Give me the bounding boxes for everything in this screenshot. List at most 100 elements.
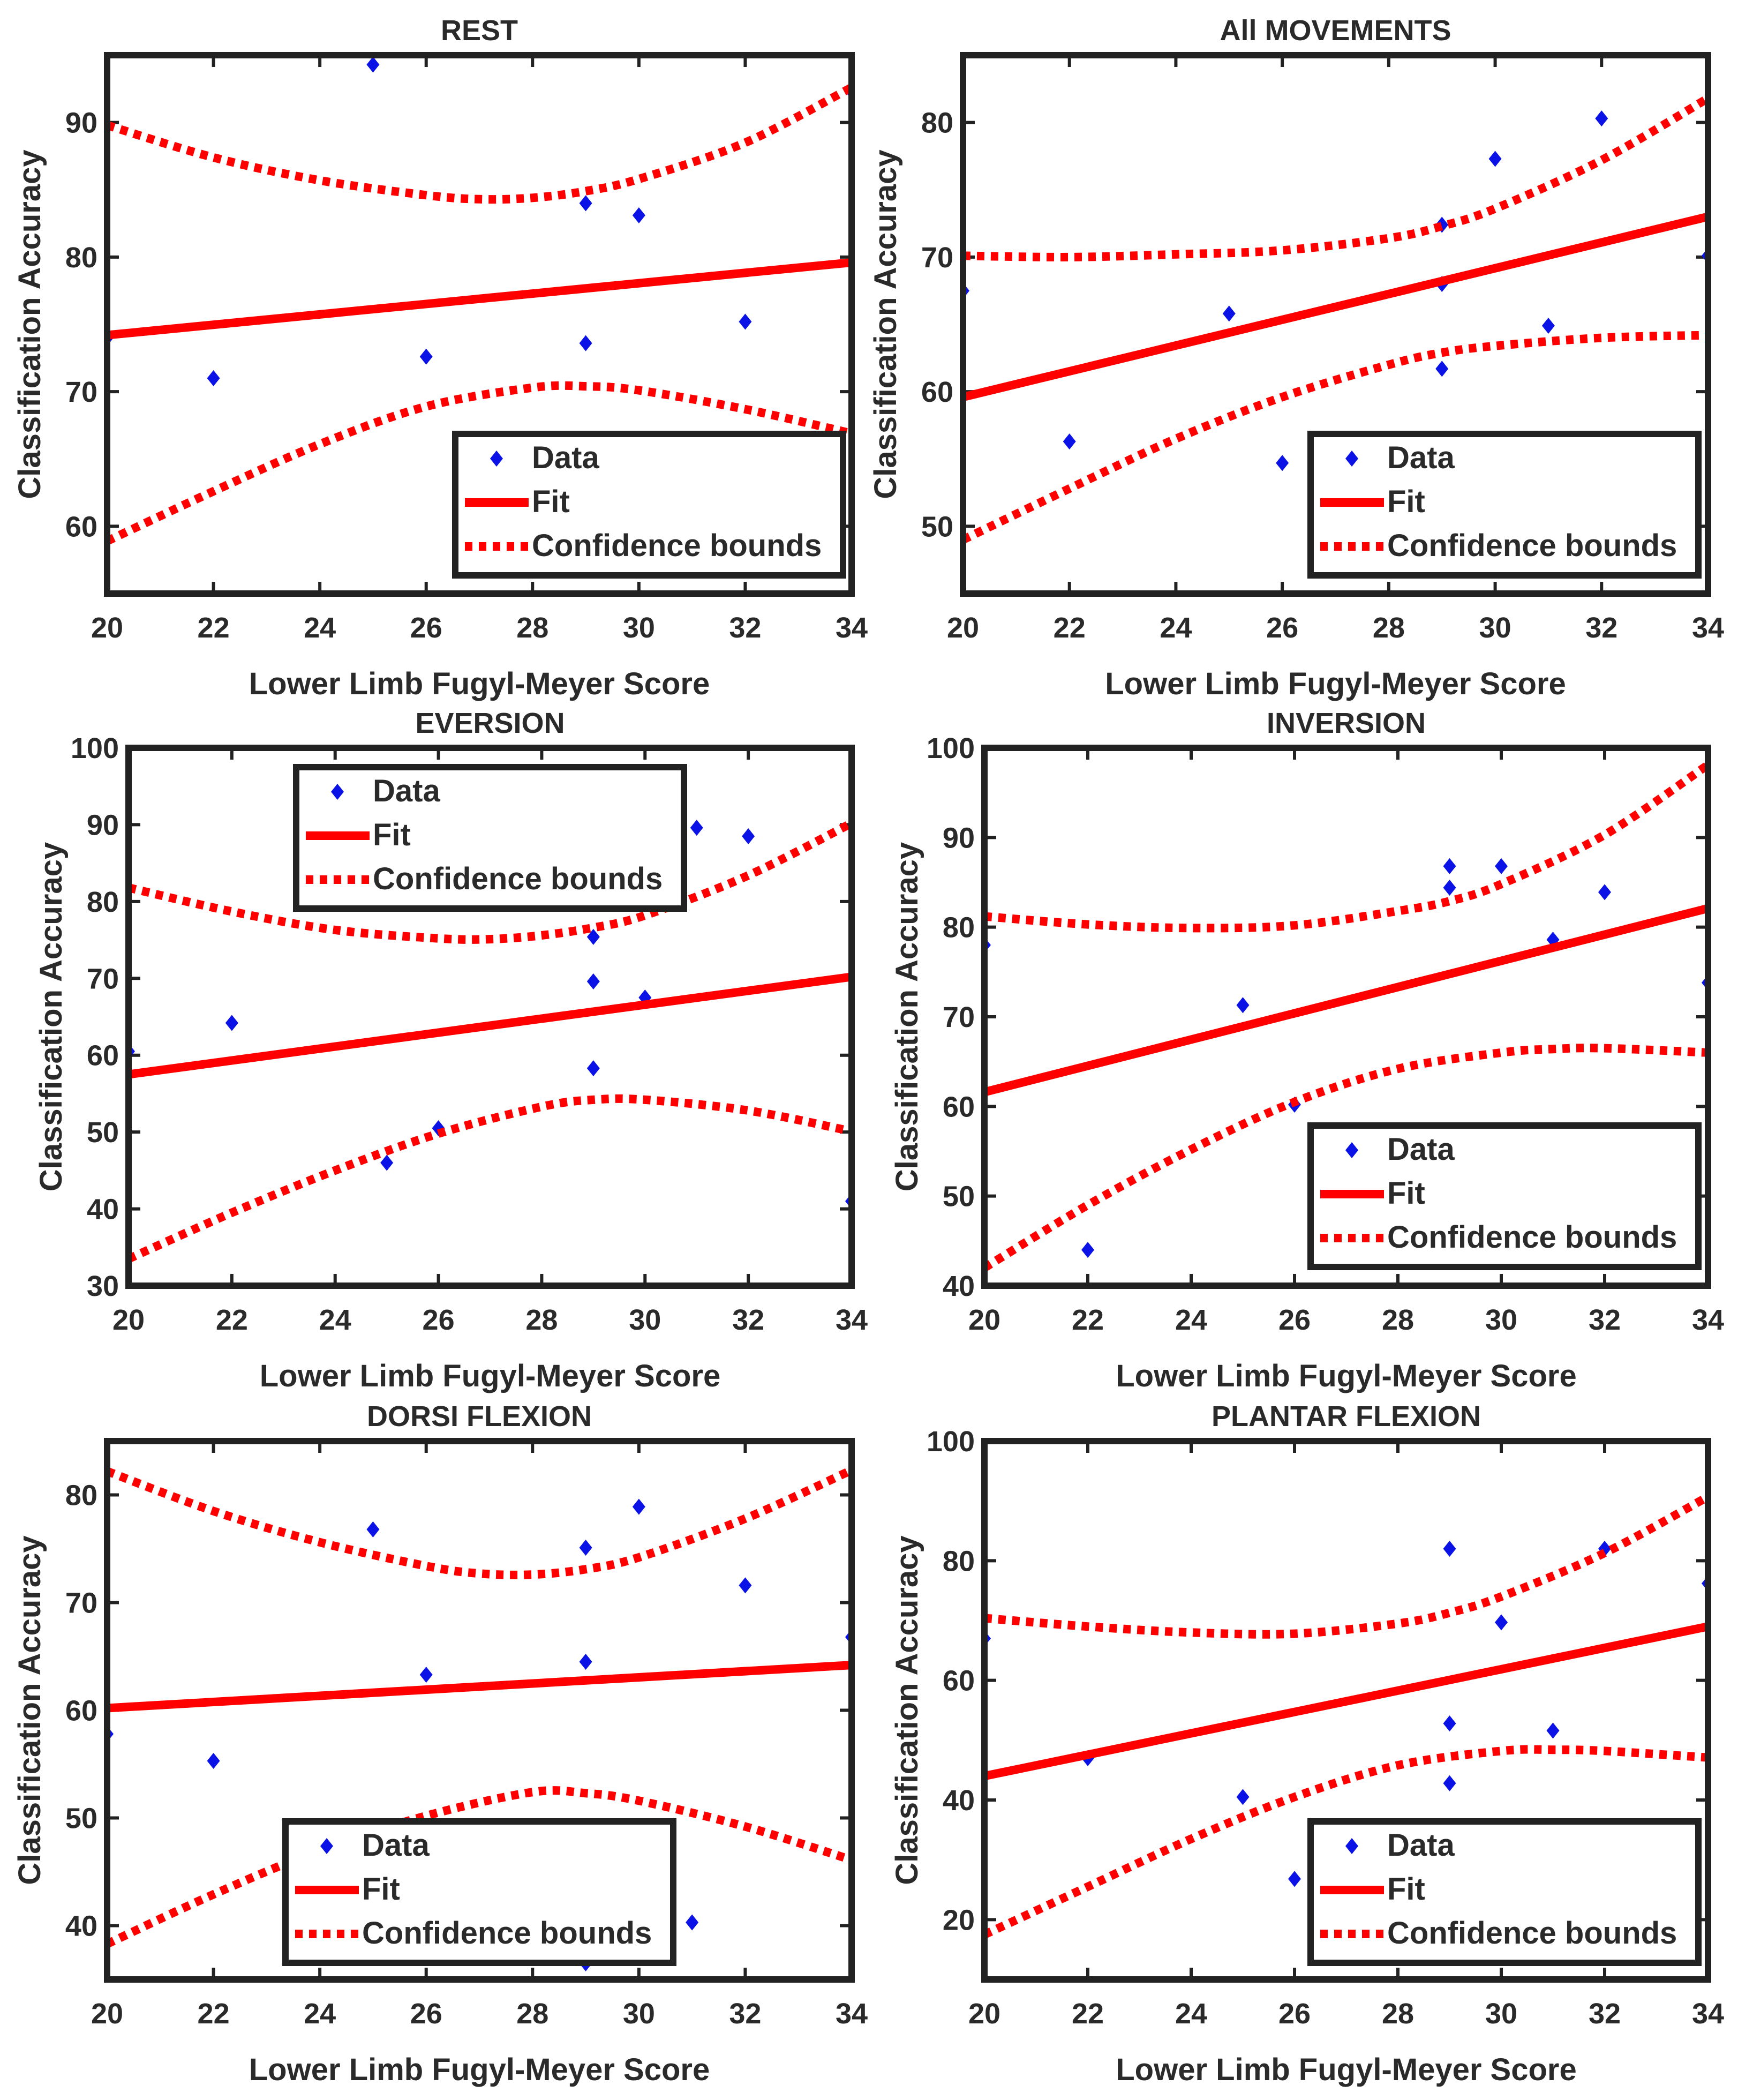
legend-label-bounds: Confidence bounds xyxy=(1387,1220,1677,1255)
y-tick-label: 60 xyxy=(943,1091,975,1123)
x-tick-label: 28 xyxy=(1382,1304,1414,1336)
x-tick-label: 34 xyxy=(836,1998,868,2030)
fit-line xyxy=(107,258,852,340)
chart-title: EVERSION xyxy=(415,707,565,739)
x-tick-label: 24 xyxy=(1175,1304,1207,1336)
y-tick-label: 50 xyxy=(87,1116,119,1149)
x-tick-label: 20 xyxy=(91,612,123,644)
y-axis-label: Classification Accuracy xyxy=(12,1535,47,1885)
y-axis-label: Classification Accuracy xyxy=(890,1535,924,1885)
legend-label-fit: Fit xyxy=(532,484,570,519)
legend-label-fit: Fit xyxy=(1387,1176,1425,1211)
confidence-bound-lower xyxy=(984,1745,1708,1939)
x-tick-label: 26 xyxy=(1278,1998,1311,2030)
data-point xyxy=(1443,880,1456,896)
x-tick-label: 28 xyxy=(1382,1998,1414,2030)
x-axis-label: Lower Limb Fugyl-Meyer Score xyxy=(1116,1359,1577,1393)
data-point xyxy=(1236,997,1250,1014)
y-tick-label: 90 xyxy=(87,809,119,841)
confidence-bound-upper xyxy=(129,819,852,944)
confidence-bound-upper xyxy=(963,94,1708,261)
data-point xyxy=(207,1752,220,1769)
data-point xyxy=(1435,361,1449,377)
fit-line xyxy=(984,904,1708,1097)
y-axis-label: Classification Accuracy xyxy=(34,842,69,1191)
confidence-bound-lower xyxy=(984,1044,1708,1272)
y-tick-label: 60 xyxy=(65,1695,97,1727)
confidence-bound-lower xyxy=(129,1094,852,1263)
data-point xyxy=(1276,455,1289,471)
x-tick-label: 20 xyxy=(968,1304,1000,1336)
legend-data-marker xyxy=(1345,451,1358,467)
plot-area xyxy=(107,56,852,545)
x-tick-label: 28 xyxy=(525,1304,558,1336)
data-point xyxy=(632,207,645,223)
x-tick-label: 22 xyxy=(216,1304,248,1336)
data-point xyxy=(1443,858,1456,874)
y-tick-label: 90 xyxy=(943,822,975,854)
plot-area xyxy=(963,94,1708,544)
y-tick-label: 90 xyxy=(65,107,97,139)
x-tick-label: 32 xyxy=(1589,1304,1621,1336)
x-tick-label: 22 xyxy=(1054,612,1086,644)
axes-box xyxy=(981,1438,1711,1983)
x-tick-label: 20 xyxy=(112,1304,145,1336)
x-tick-label: 30 xyxy=(623,1998,655,2030)
x-tick-label: 24 xyxy=(304,1998,336,2030)
y-tick-label: 60 xyxy=(65,511,97,543)
legend-label-fit: Fit xyxy=(373,818,411,852)
data-point xyxy=(586,973,600,990)
y-tick-label: 80 xyxy=(943,912,975,944)
y-tick-label: 100 xyxy=(71,732,119,764)
y-tick-label: 20 xyxy=(943,1904,975,1936)
y-tick-label: 80 xyxy=(87,886,119,918)
x-tick-label: 30 xyxy=(1479,612,1511,644)
x-tick-label: 26 xyxy=(410,1998,442,2030)
y-tick-label: 50 xyxy=(943,1181,975,1213)
x-tick-label: 30 xyxy=(623,612,655,644)
data-point xyxy=(207,370,220,386)
legend-label-fit: Fit xyxy=(1387,484,1425,519)
data-point xyxy=(579,335,592,351)
legend: Data Fit Confidence bounds xyxy=(282,1818,676,1966)
chart-title: INVERSION xyxy=(1267,707,1426,739)
x-tick-label: 34 xyxy=(836,1304,868,1336)
data-point xyxy=(1443,1715,1456,1732)
data-point xyxy=(1288,1871,1301,1887)
x-tick-label: 30 xyxy=(629,1304,661,1336)
x-tick-label: 22 xyxy=(198,612,230,644)
fit-line xyxy=(963,212,1708,401)
y-tick-label: 40 xyxy=(87,1194,119,1226)
chart-title: All MOVEMENTS xyxy=(1220,14,1451,47)
legend-data-marker xyxy=(320,1838,333,1854)
y-tick-label: 60 xyxy=(921,376,953,408)
legend-label-fit: Fit xyxy=(362,1872,400,1907)
x-tick-label: 24 xyxy=(304,612,336,644)
x-tick-label: 28 xyxy=(1373,612,1405,644)
x-axis-label: Lower Limb Fugyl-Meyer Score xyxy=(249,2052,710,2087)
y-tick-label: 80 xyxy=(65,1480,97,1512)
x-tick-label: 26 xyxy=(1278,1304,1311,1336)
y-tick-label: 30 xyxy=(87,1270,119,1302)
x-tick-label: 30 xyxy=(1485,1998,1517,2030)
panel-6: PLANTAR FLEXION 20 22 24 26 28 30 32 34 20 40 60 80 1… xyxy=(890,1400,1724,2087)
legend: Data Fit Confidence bounds xyxy=(452,431,846,579)
data-point xyxy=(419,1667,433,1683)
legend-data-marker xyxy=(1345,1838,1358,1854)
y-tick-label: 80 xyxy=(921,107,953,139)
x-axis-label: Lower Limb Fugyl-Meyer Score xyxy=(249,666,710,701)
axes-box xyxy=(960,52,1711,597)
y-tick-label: 50 xyxy=(921,511,953,543)
data-point xyxy=(579,1654,592,1670)
confidence-bound-lower xyxy=(963,331,1708,544)
data-point xyxy=(742,828,755,844)
data-point xyxy=(1063,433,1076,450)
axes-box xyxy=(104,1438,855,1983)
x-tick-label: 32 xyxy=(729,612,761,644)
plot-area xyxy=(984,1492,1708,1939)
data-point xyxy=(380,1154,394,1171)
x-tick-label: 30 xyxy=(1485,1304,1517,1336)
data-point xyxy=(579,1539,592,1556)
y-tick-label: 40 xyxy=(943,1270,975,1302)
